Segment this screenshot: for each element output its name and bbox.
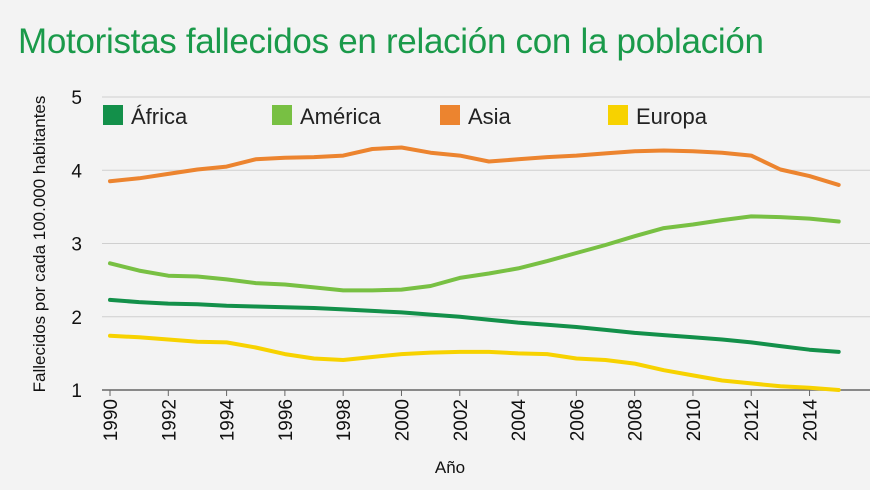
legend-label: África xyxy=(131,104,188,129)
legend-swatch xyxy=(103,105,123,125)
legend-label: Europa xyxy=(636,104,708,129)
x-tick-label: 2008 xyxy=(626,399,647,441)
x-tick-label: 1992 xyxy=(159,399,180,441)
x-tick-label: 2006 xyxy=(567,399,588,441)
x-tick-label: 2010 xyxy=(684,399,705,441)
legend-label: América xyxy=(300,104,381,129)
legend-label: Asia xyxy=(468,104,512,129)
x-axis-label: Año xyxy=(435,458,465,477)
legend-swatch xyxy=(272,105,292,125)
y-axis-ticks: 1 2 3 4 5 xyxy=(71,88,82,402)
y-tick-label: 1 xyxy=(71,381,82,402)
x-tick-label: 2012 xyxy=(742,399,763,441)
x-tick-label: 1994 xyxy=(218,399,239,442)
series-line-europa xyxy=(108,333,841,392)
series-line-asia xyxy=(108,145,841,187)
x-axis-ticks: 1990 1992 1994 1996 1998 2000 2002 2004 2006 2008… xyxy=(101,390,822,441)
y-axis-label: Fallecidos por cada 100.000 habitantes xyxy=(30,96,49,393)
x-tick-label: 1998 xyxy=(334,399,355,441)
y-tick-label: 3 xyxy=(71,235,82,256)
legend-swatch xyxy=(608,105,628,125)
x-tick-label: 2004 xyxy=(509,399,530,442)
series-line-áfrica xyxy=(108,297,841,354)
legend-swatch xyxy=(440,105,460,125)
x-tick-label: 2014 xyxy=(801,399,822,442)
legend: África América Asia Europa xyxy=(103,104,708,129)
gridlines xyxy=(102,96,870,391)
y-tick-label: 4 xyxy=(71,161,82,182)
x-tick-label: 1996 xyxy=(276,399,297,441)
x-tick-label: 1990 xyxy=(101,399,122,441)
x-tick-label: 2000 xyxy=(392,399,413,441)
y-tick-label: 5 xyxy=(71,88,82,109)
series-line-américa xyxy=(108,214,841,293)
series-lines xyxy=(108,145,841,392)
y-tick-label: 2 xyxy=(71,308,82,329)
x-tick-label: 2002 xyxy=(451,399,472,441)
chart-title: Motoristas fallecidos en relación con la… xyxy=(18,22,764,61)
